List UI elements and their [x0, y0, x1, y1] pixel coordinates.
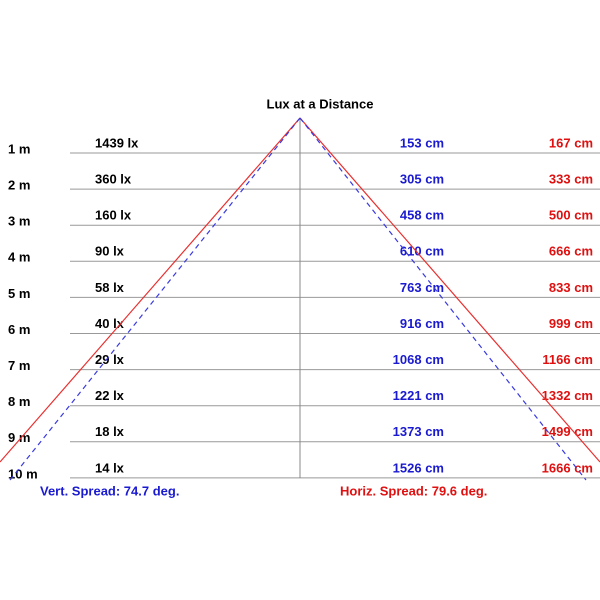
lux: 360 lx [95, 172, 132, 187]
lux: 90 lx [95, 244, 125, 259]
horiz-beam-left [0, 117, 301, 463]
horizontal-width: 999 cm [549, 316, 593, 331]
horizontal-width: 167 cm [549, 135, 593, 150]
vertical-width: 1526 cm [393, 460, 444, 475]
distance: 2 m [8, 178, 30, 193]
vertical-width: 1373 cm [393, 424, 444, 439]
distance: 5 m [8, 286, 30, 301]
horizontal-width: 1499 cm [542, 424, 593, 439]
vertical-width: 610 cm [400, 244, 444, 259]
horizontal-width: 1666 cm [542, 460, 593, 475]
distance: 8 m [8, 394, 30, 409]
horizontal-width: 833 cm [549, 280, 593, 295]
distance: 3 m [8, 214, 30, 229]
distance: 1 m [8, 141, 30, 156]
vertical-width: 1221 cm [393, 388, 444, 403]
vertical-spread: Vert. Spread: 74.7 deg. [40, 483, 179, 498]
vertical-width: 153 cm [400, 135, 444, 150]
horiz-beam-right [299, 117, 600, 463]
vertical-width: 305 cm [400, 172, 444, 187]
vertical-width: 763 cm [400, 280, 444, 295]
horizontal-width: 333 cm [549, 172, 593, 187]
lux: 18 lx [95, 424, 125, 439]
horizontal-width: 500 cm [549, 208, 593, 223]
title: Lux at a Distance [267, 96, 374, 111]
vertical-width: 1068 cm [393, 352, 444, 367]
horizontal-width: 1166 cm [542, 352, 593, 367]
distance: 7 m [8, 358, 30, 373]
distance: 10 m [8, 466, 38, 481]
vert-beam-right [299, 117, 587, 481]
vertical-width: 458 cm [400, 208, 444, 223]
lux: 1439 lx [95, 135, 139, 150]
horizontal-spread: Horiz. Spread: 79.6 deg. [340, 483, 487, 498]
distance: 9 m [8, 430, 30, 445]
lux: 58 lx [95, 280, 125, 295]
lux: 14 lx [95, 460, 125, 475]
distance: 4 m [8, 250, 30, 265]
lux: 29 lx [95, 352, 125, 367]
horizontal-width: 666 cm [549, 244, 593, 259]
rows: 1 m 1439 lx 153 cm 167 cm 2 m 360 lx 305 cm 333… [8, 135, 600, 481]
distance: 6 m [8, 322, 30, 337]
vertical-width: 916 cm [400, 316, 444, 331]
horizontal-width: 1332 cm [542, 388, 593, 403]
lux: 160 lx [95, 208, 132, 223]
lux: 22 lx [95, 388, 125, 403]
